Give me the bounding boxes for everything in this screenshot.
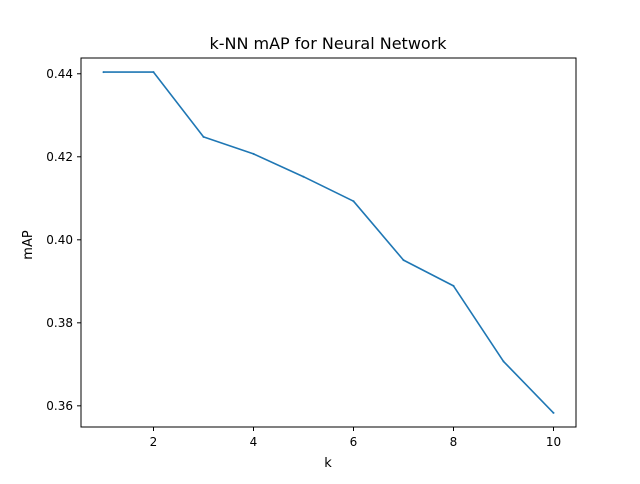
x-tick-label: 10 <box>546 435 561 449</box>
series-point <box>402 259 405 262</box>
x-tick-label: 6 <box>350 435 358 449</box>
plot-frame <box>80 57 577 428</box>
y-axis-label: mAP <box>21 230 36 260</box>
series-point <box>102 71 105 74</box>
series-point <box>352 200 355 203</box>
x-tick-label: 8 <box>450 435 458 449</box>
series-point <box>502 360 505 363</box>
y-tick-label: 0.40 <box>46 233 73 247</box>
y-tick-label: 0.44 <box>46 67 73 81</box>
series-point <box>202 135 205 138</box>
x-tick-label: 2 <box>150 435 158 449</box>
x-tick-label: 4 <box>250 435 258 449</box>
series-point <box>452 284 455 287</box>
y-tick-label: 0.38 <box>46 316 73 330</box>
y-tick-label: 0.42 <box>46 150 73 164</box>
x-axis-label: k <box>324 456 332 471</box>
y-tick-label: 0.36 <box>46 399 73 413</box>
series-point <box>252 152 255 155</box>
series-line <box>103 71 555 414</box>
series-point <box>552 411 555 414</box>
series-layer <box>102 71 555 414</box>
ticks-layer: 2 4 6 8 10 0.36 0.38 0.40 0.42 0.44 <box>46 67 561 449</box>
series-point <box>152 71 155 74</box>
series-point <box>302 175 305 178</box>
chart-title: k-NN mAP for Neural Network <box>209 34 447 53</box>
